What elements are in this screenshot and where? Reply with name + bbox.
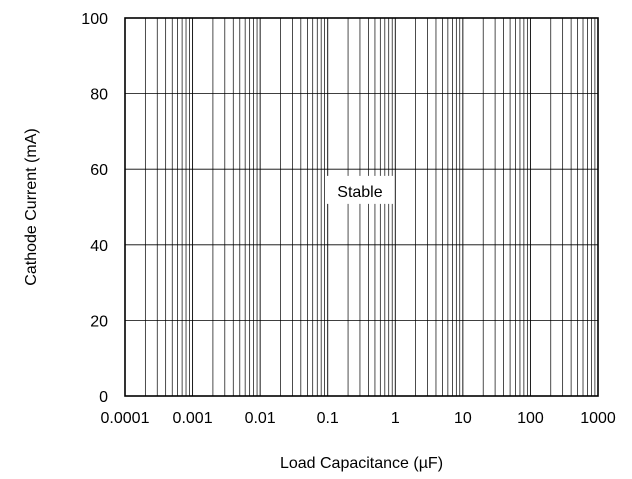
x-tick-label: 0.1 [317,410,339,427]
annotations: Stable [325,175,394,204]
annotation-background [325,175,394,204]
x-tick-label: 0.01 [245,410,276,427]
y-tick-label: 0 [99,389,108,406]
x-tick-label: 0.001 [173,410,213,427]
x-tick-label: 100 [517,410,544,427]
y-axis-label: Cathode Current (mA) [23,128,40,285]
y-tick-label: 80 [90,87,108,104]
grid [124,17,598,397]
y-tick-label: 100 [81,11,108,28]
x-tick-label: 10 [454,410,472,427]
y-tick-label: 40 [90,238,108,255]
annotation-label: Stable [337,184,382,201]
x-tick-label: 1000 [580,410,616,427]
y-tick-label: 20 [90,313,108,330]
x-axis-label: Load Capacitance (µF) [280,455,443,472]
y-tick-label: 60 [90,162,108,179]
x-tick-label: 1 [391,410,400,427]
x-tick-label: 0.0001 [101,410,150,427]
tick-labels: 0 20 40 60 80 100 0.0001 0.001 0.01 0.1 1 10 100 1000 [81,11,616,427]
plot-frame [124,17,599,397]
